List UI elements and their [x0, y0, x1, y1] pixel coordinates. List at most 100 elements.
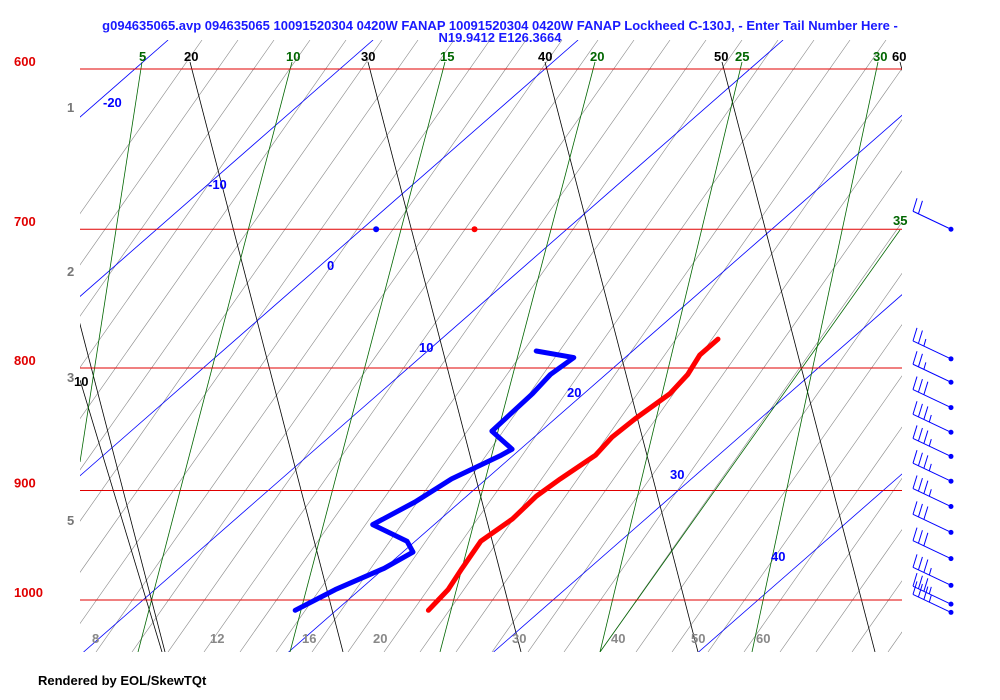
moist-adiabat-line — [239, 40, 671, 652]
title-line-1: g094635065.avp 094635065 10091520304 042… — [102, 18, 898, 33]
moist-adiabat-line — [599, 221, 902, 652]
wind-barb-flag — [923, 480, 929, 494]
moist-adiabat-line — [80, 40, 347, 420]
altitude-label: 2 — [67, 264, 74, 279]
wind-barb-half-flag — [923, 362, 927, 370]
wind-barb-shaft — [912, 585, 952, 605]
mixing-ratio-line — [751, 61, 879, 652]
wind-barb-station — [948, 478, 954, 484]
wind-barb-flag — [912, 581, 918, 595]
wind-barb — [912, 351, 954, 385]
isotherm-line — [493, 294, 902, 652]
mixing-ratio-label: 15 — [440, 49, 454, 64]
wind-barb-shaft — [912, 488, 952, 507]
mixing-ratio-line — [599, 61, 743, 652]
pressure-label: 800 — [14, 353, 36, 368]
isotherm-label: -20 — [103, 95, 122, 110]
wind-barb-half-flag — [928, 594, 932, 603]
mixing-ratio-label: 30 — [873, 49, 887, 64]
bottom-theta-label: 8 — [92, 631, 99, 646]
wind-barb — [912, 450, 954, 484]
wind-barb — [912, 581, 954, 615]
mixing-ratio-label: 35 — [893, 213, 907, 228]
temperature-trace — [425, 336, 721, 613]
wind-barb-shaft — [912, 389, 952, 409]
top-isotherm-label: 60 — [892, 49, 906, 64]
isotherm-line — [80, 40, 374, 297]
isotherm-line — [288, 114, 902, 652]
wind-barb-flag — [923, 406, 929, 420]
wind-barb-shaft — [912, 566, 952, 586]
dry-adiabat-line — [189, 61, 344, 652]
potential-temp-label: 10 — [74, 374, 88, 389]
wind-barb-flag — [923, 559, 929, 573]
wind-barb-flag — [912, 501, 918, 515]
moist-adiabat-line — [80, 40, 311, 368]
bottom-theta-label: 50 — [691, 631, 705, 646]
wind-barb-flag — [912, 573, 918, 587]
pressure-label: 1000 — [14, 585, 43, 600]
wind-barb-station — [948, 405, 954, 411]
moist-adiabat-line — [80, 40, 419, 522]
isotherm-label: 0 — [327, 258, 334, 273]
wind-barb-station — [948, 379, 954, 385]
wind-barb-station — [948, 582, 954, 588]
wind-barb-flag — [912, 327, 918, 342]
wind-barb-station — [948, 529, 954, 535]
top-isotherm-label: 20 — [184, 49, 198, 64]
pressure-label: 700 — [14, 214, 36, 229]
wind-barb-flag — [917, 427, 923, 442]
moist-adiabat-line — [419, 40, 851, 652]
moist-adiabat-line — [779, 477, 902, 652]
pressure-label: 900 — [14, 475, 36, 490]
wind-barb-shaft — [912, 340, 952, 360]
wind-barb-half-flag — [928, 439, 932, 447]
isotherm-label: 10 — [419, 340, 433, 355]
top-isotherm-label: 30 — [361, 49, 375, 64]
wind-barb-station — [948, 226, 954, 232]
bottom-theta-label: 12 — [210, 631, 224, 646]
moist-adiabat-line — [563, 170, 902, 652]
moist-adiabat-line — [80, 40, 203, 215]
mixing-ratio-line — [289, 61, 446, 652]
wind-barb-shaft — [912, 210, 952, 230]
wind-barb-flag — [912, 351, 918, 365]
dry-adiabat-line — [80, 322, 166, 652]
wind-barb — [912, 475, 954, 510]
wind-barb-flag — [917, 452, 923, 466]
wind-barb-shaft — [912, 513, 952, 533]
wind-barb-flag — [917, 530, 923, 544]
bottom-theta-label: 16 — [302, 631, 316, 646]
bottom-theta-label: 40 — [611, 631, 625, 646]
isotherm-line — [698, 473, 902, 652]
mixing-ratio-label: 20 — [590, 49, 604, 64]
title-line-2: N19.9412 E126.3664 — [438, 30, 562, 45]
mixing-ratio-label: 10 — [286, 49, 300, 64]
dewpoint-point — [373, 226, 380, 233]
wind-barb-half-flag — [928, 463, 932, 472]
moist-adiabat-line — [707, 375, 902, 652]
wind-barb-flag — [912, 425, 918, 439]
dry-adiabat-line — [544, 61, 699, 652]
wind-barb-flag — [912, 198, 918, 212]
isotherm-line — [83, 40, 784, 652]
footer-text: Rendered by EOL/SkewTQt — [38, 673, 207, 688]
wind-barb — [912, 527, 954, 562]
wind-barb-station — [948, 556, 954, 562]
isotherm-label: 40 — [771, 549, 785, 564]
mixing-ratio-line — [137, 61, 293, 652]
bottom-theta-label: 30 — [512, 631, 526, 646]
moist-adiabat-line — [671, 324, 902, 652]
moist-adiabat-line — [887, 631, 902, 652]
mixing-ratio-line — [80, 61, 143, 463]
wind-barb-half-flag — [928, 567, 932, 576]
wind-barb-flag — [912, 554, 918, 568]
wind-barb-half-flag — [928, 489, 932, 497]
wind-barb-flag — [917, 403, 923, 418]
wind-barb-flag — [912, 527, 918, 541]
moist-adiabat-line — [851, 580, 902, 652]
wind-barb — [912, 425, 954, 459]
wind-barb-shaft — [912, 540, 952, 560]
mixing-ratio-label: 5 — [139, 49, 146, 64]
wind-barb-half-flag — [928, 414, 932, 423]
